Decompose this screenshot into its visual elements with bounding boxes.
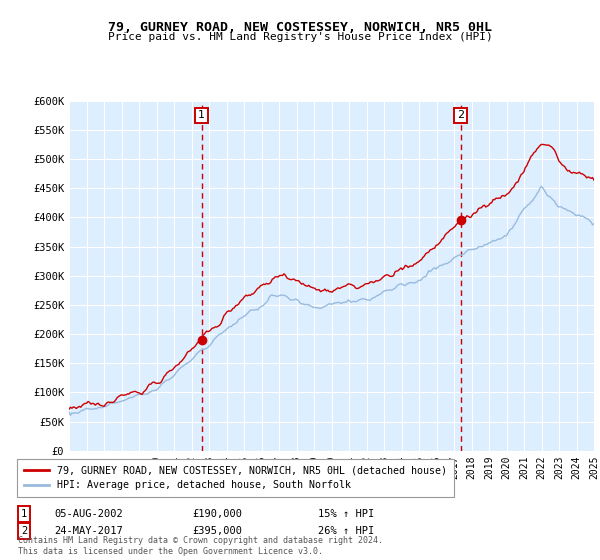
Text: 2: 2 xyxy=(21,526,27,536)
Text: Contains HM Land Registry data © Crown copyright and database right 2024.
This d: Contains HM Land Registry data © Crown c… xyxy=(18,536,383,556)
Text: 79, GURNEY ROAD, NEW COSTESSEY, NORWICH, NR5 0HL: 79, GURNEY ROAD, NEW COSTESSEY, NORWICH,… xyxy=(108,21,492,34)
Legend: 79, GURNEY ROAD, NEW COSTESSEY, NORWICH, NR5 0HL (detached house), HPI: Average : 79, GURNEY ROAD, NEW COSTESSEY, NORWICH,… xyxy=(17,459,454,497)
Text: 24-MAY-2017: 24-MAY-2017 xyxy=(54,526,123,536)
Text: £190,000: £190,000 xyxy=(192,509,242,519)
Text: 15% ↑ HPI: 15% ↑ HPI xyxy=(318,509,374,519)
Text: Price paid vs. HM Land Registry's House Price Index (HPI): Price paid vs. HM Land Registry's House … xyxy=(107,32,493,43)
Text: 2: 2 xyxy=(457,110,464,120)
Text: 26% ↑ HPI: 26% ↑ HPI xyxy=(318,526,374,536)
Text: £395,000: £395,000 xyxy=(192,526,242,536)
Text: 1: 1 xyxy=(21,509,27,519)
Text: 05-AUG-2002: 05-AUG-2002 xyxy=(54,509,123,519)
Text: 1: 1 xyxy=(198,110,205,120)
